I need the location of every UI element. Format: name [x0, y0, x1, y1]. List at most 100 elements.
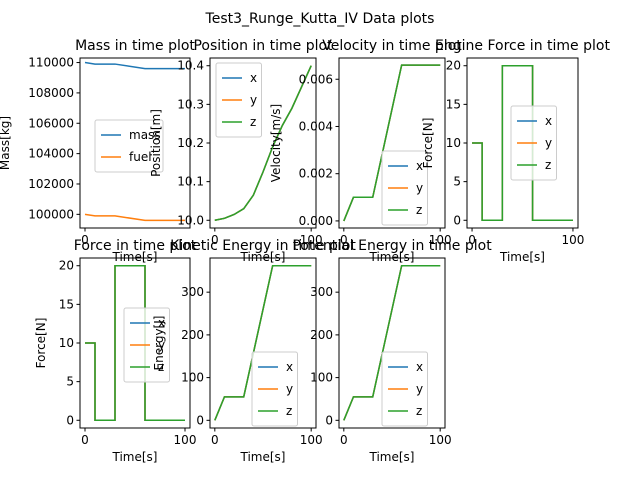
- force-legend-label-z: z: [158, 360, 164, 374]
- kinetic-ytick-label: 300: [181, 285, 204, 299]
- engine-force-ytick-label: 0: [453, 213, 461, 227]
- kinetic-legend: xyz: [251, 351, 298, 427]
- position-ytick-label: 10.2: [177, 136, 204, 150]
- velocity-legend-label-z: z: [416, 203, 422, 217]
- velocity-xlabel: Time[s]: [369, 250, 415, 264]
- subplot-force: 0 100 0 5 10 15 20 Time[s] Force[N] Force in time…: [34, 238, 197, 464]
- subplot-panels: 0100000102000104000106000108000110000Tim…: [0, 38, 610, 464]
- position-legend-label-z: z: [250, 115, 256, 129]
- velocity-ytick-label: 0.004: [299, 119, 333, 133]
- kinetic-title: Kinetic Energy in time plot: [170, 238, 356, 254]
- mass-ytick-label: 110000: [28, 56, 74, 70]
- engine-force-series-z: [472, 64, 573, 222]
- potential-ytick-label: 200: [310, 328, 333, 342]
- mass-ytick-label: 100000: [28, 207, 74, 221]
- force-ytick-label: 20: [59, 259, 74, 273]
- mass-ytick-label: 108000: [28, 86, 74, 100]
- position-ylabel: Position[m]: [149, 109, 163, 177]
- kinetic-axes-frame: [209, 257, 317, 429]
- velocity-ytick-label: 0.000: [299, 214, 333, 228]
- mass-ylabel: Mass[kg]: [0, 116, 12, 170]
- position-title: Position in time plot: [193, 38, 333, 54]
- mass-series-fuel: [84, 213, 185, 222]
- kinetic-ytick-label: 100: [181, 371, 204, 385]
- velocity-series-z: [343, 64, 441, 222]
- kinetic-ytick-label: 200: [181, 328, 204, 342]
- engine-force-xlabel: Time[s]: [499, 250, 545, 264]
- velocity-ylabel: Velocity[m/s]: [269, 104, 283, 182]
- mass-ytick-label: 104000: [28, 147, 74, 161]
- position-legend-label-y: y: [250, 93, 257, 107]
- kinetic-ylabel: Energy[J]: [152, 316, 166, 371]
- position-legend-label-x: x: [250, 71, 257, 85]
- kinetic-xtick-label: 0: [211, 433, 219, 447]
- potential-ytick-label: 300: [310, 285, 333, 299]
- subplot-position: 0 100 10.0 10.1 10.2 10.3 10.4 Time[s] Position[…: [149, 38, 333, 264]
- force-legend-label-y: y: [158, 338, 165, 352]
- position-ytick-label: 10.1: [177, 175, 204, 189]
- mass-legend-box: [94, 119, 164, 173]
- potential-legend-label-y: y: [416, 382, 423, 396]
- kinetic-legend-label-x: x: [286, 360, 293, 374]
- force-ylabel: Force[N]: [34, 318, 48, 369]
- potential-xtick-label: 0: [340, 433, 348, 447]
- position-xtick-label: 0: [211, 233, 219, 247]
- mass-xlabel: Time[s]: [112, 250, 158, 264]
- engine-force-ytick-label: 5: [453, 175, 461, 189]
- mass-legend-label-fuel: fuel: [129, 150, 152, 164]
- position-legend: xyz: [215, 62, 262, 138]
- subplot-mass: 0 100000 102000 104000 106000 108000 110000 Tim…: [0, 38, 195, 264]
- velocity-title: Velocity in time plot: [322, 38, 462, 54]
- potential-xlabel: Time[s]: [369, 450, 415, 464]
- velocity-ytick-label: 0.002: [299, 167, 333, 181]
- mass-xtick-label: 0: [81, 233, 89, 247]
- kinetic-xtick-label: 100: [300, 433, 323, 447]
- engine-force-legend: xyz: [510, 105, 557, 181]
- potential-legend-label-z: z: [416, 404, 422, 418]
- mass-title: Mass in time plot: [75, 38, 195, 54]
- force-ytick-label: 5: [66, 375, 74, 389]
- kinetic-ytick-label: 0: [196, 413, 204, 427]
- engine-force-ytick-label: 10: [446, 136, 461, 150]
- engine-force-legend-label-z: z: [545, 158, 551, 172]
- position-ytick-label: 10.0: [177, 213, 204, 227]
- force-xtick-label: 100: [174, 433, 197, 447]
- force-legend: xyz: [123, 307, 170, 383]
- potential-title: Potential Energy in time plot: [292, 238, 492, 254]
- mass-ytick-label: 106000: [28, 116, 74, 130]
- force-series-z: [85, 264, 185, 422]
- force-xlabel: Time[s]: [112, 450, 158, 464]
- engine-force-legend-label-y: y: [545, 136, 552, 150]
- potential-ytick-label: 100: [310, 371, 333, 385]
- velocity-xtick-label: 100: [429, 233, 452, 247]
- position-xtick-label: 100: [300, 233, 323, 247]
- figure-suptitle: Test3_Runge_Kutta_IV Data plots: [205, 11, 435, 27]
- force-title: Force in time plot: [74, 238, 197, 254]
- engine-force-legend-label-x: x: [545, 114, 552, 128]
- potential-ytick-label: 0: [325, 413, 333, 427]
- force-ytick-label: 10: [59, 336, 74, 350]
- position-series-z: [214, 65, 312, 222]
- mass-legend: mass fuel: [94, 119, 164, 173]
- potential-series-z: [343, 264, 441, 421]
- velocity-legend-label-y: y: [416, 181, 423, 195]
- engine-force-ytick-label: 20: [446, 59, 461, 73]
- velocity-xtick-label: 0: [340, 233, 348, 247]
- velocity-ytick-label: 0.006: [299, 72, 333, 86]
- mass-legend-label-mass: mass: [129, 128, 161, 142]
- potential-legend-label-x: x: [416, 360, 423, 374]
- engine-force-xtick-label: 100: [562, 233, 585, 247]
- force-ytick-label: 0: [66, 413, 74, 427]
- engine-force-ytick-label: 15: [446, 97, 461, 111]
- velocity-axes-frame: [338, 57, 446, 229]
- position-xlabel: Time[s]: [240, 250, 286, 264]
- kinetic-series-z: [214, 264, 312, 421]
- potential-legend: xyz: [381, 351, 428, 427]
- kinetic-legend-label-y: y: [286, 382, 293, 396]
- engine-force-ylabel: Force[N]: [421, 118, 435, 169]
- velocity-legend: xyz: [381, 150, 428, 226]
- engine-force-xtick-label: 0: [468, 233, 476, 247]
